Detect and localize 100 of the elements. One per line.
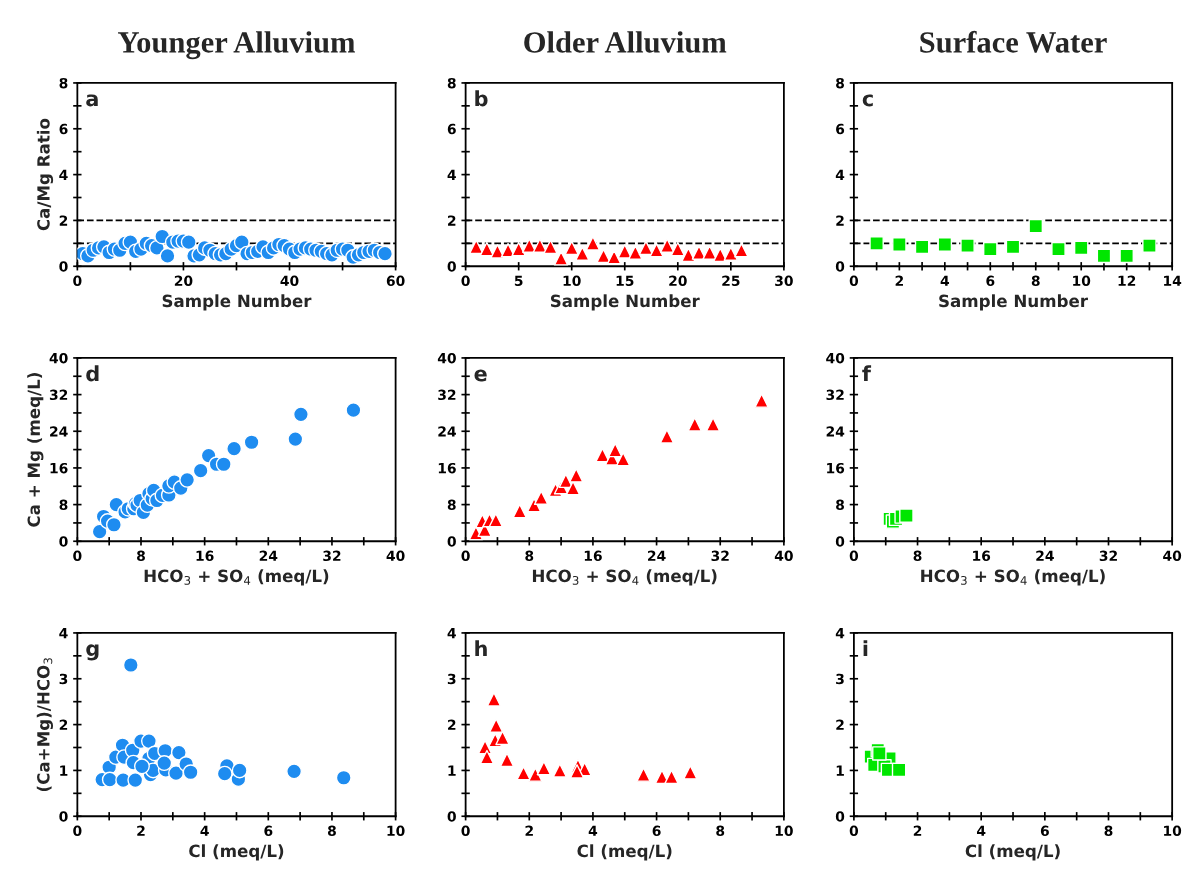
y-tick-label: 24 xyxy=(438,426,456,437)
y-tick-label: 4 xyxy=(59,628,68,639)
point xyxy=(899,508,914,523)
point xyxy=(585,236,601,251)
y-tick-label: 8 xyxy=(59,77,68,89)
x-tick-label: 32 xyxy=(1099,550,1117,562)
point xyxy=(872,746,887,761)
y-tick-label: 16 xyxy=(827,462,845,474)
y-tick-label: 24 xyxy=(50,426,68,437)
x-tick-label: 32 xyxy=(711,550,729,562)
point xyxy=(754,393,769,408)
point xyxy=(1142,238,1157,253)
x-tick-label: 6 xyxy=(652,825,661,837)
x-tick-label: 0 xyxy=(461,275,470,287)
point xyxy=(486,692,502,707)
point xyxy=(292,406,309,423)
point xyxy=(569,764,585,779)
y-tick-label: 4 xyxy=(447,169,456,180)
annotation: c xyxy=(862,94,873,107)
x-tick-label: 4 xyxy=(588,825,598,836)
point xyxy=(891,762,907,778)
y-tick-label: 32 xyxy=(49,389,68,401)
x-tick-label: 6 xyxy=(1040,825,1049,837)
point xyxy=(216,765,233,782)
x-tick-label: 8 xyxy=(137,550,145,562)
x-tick-label: 10 xyxy=(387,825,405,837)
x-axis-title: Cl (meq/L) xyxy=(577,844,672,861)
x-tick-label: 24 xyxy=(1036,550,1054,561)
point xyxy=(983,241,998,257)
y-tick-label: 32 xyxy=(438,389,456,401)
point xyxy=(705,417,721,432)
annotation: g xyxy=(86,644,99,661)
annotation: b xyxy=(475,90,488,107)
point xyxy=(182,764,199,781)
point xyxy=(192,462,209,479)
point xyxy=(495,730,510,746)
point xyxy=(552,763,568,778)
x-tick-label: 0 xyxy=(849,275,859,287)
x-axis-title: Cl (meq/L) xyxy=(965,844,1060,861)
point xyxy=(180,234,197,251)
point xyxy=(101,771,118,788)
point xyxy=(479,749,495,765)
x-tick-label: 8 xyxy=(913,550,922,562)
point xyxy=(892,237,907,252)
y-tick-label: 6 xyxy=(59,123,68,135)
y-tick-label: 8 xyxy=(836,499,844,511)
x-tick-label: 15 xyxy=(616,275,634,287)
y-tick-label: 6 xyxy=(447,123,456,135)
y-tick-label: 0 xyxy=(59,261,68,272)
y-tick-label: 2 xyxy=(448,215,456,226)
point xyxy=(937,237,953,252)
point xyxy=(1051,241,1066,257)
x-tick-label: 40 xyxy=(1163,550,1182,562)
point xyxy=(215,456,232,473)
point xyxy=(468,239,484,255)
x-tick-label: 8 xyxy=(1104,825,1113,837)
x-axis-title: Cl (meq/L) xyxy=(189,844,284,861)
x-tick-label: 2 xyxy=(913,825,922,836)
point xyxy=(105,516,122,533)
y-tick-label: 4 xyxy=(835,628,845,639)
x-tick-label: 2 xyxy=(895,275,903,286)
y-tick-label: 2 xyxy=(59,215,68,226)
y-tick-label: 1 xyxy=(836,765,844,776)
x-tick-label: 8 xyxy=(327,825,336,837)
y-tick-label: 24 xyxy=(826,426,845,437)
point xyxy=(636,767,651,782)
x-tick-label: 4 xyxy=(200,825,209,836)
chart-title: Older Alluvium xyxy=(524,31,727,53)
point xyxy=(345,402,362,419)
y-tick-label: 4 xyxy=(835,169,845,180)
y-tick-label: 4 xyxy=(59,169,68,180)
point xyxy=(231,762,248,779)
y-tick-label: 2 xyxy=(59,719,68,730)
y-axis-title: Ca/Mg Ratio xyxy=(36,118,54,231)
x-tick-label: 40 xyxy=(386,550,405,562)
y-tick-label: 1 xyxy=(448,765,456,776)
x-tick-label: 8 xyxy=(525,550,534,562)
x-tick-label: 6 xyxy=(986,275,995,287)
annotation: e xyxy=(474,369,487,382)
point xyxy=(533,490,549,506)
point xyxy=(869,236,884,251)
x-tick-label: 0 xyxy=(73,825,82,837)
x-tick-label: 40 xyxy=(774,550,793,562)
x-tick-label: 10 xyxy=(775,825,793,837)
x-tick-label: 32 xyxy=(323,550,341,562)
y-tick-label: 0 xyxy=(835,811,845,822)
point xyxy=(488,718,504,733)
x-tick-label: 0 xyxy=(849,550,859,562)
y-tick-label: 0 xyxy=(447,261,456,272)
y-tick-label: 0 xyxy=(447,536,456,547)
x-axis-title: Sample Number xyxy=(550,294,700,311)
point xyxy=(179,471,196,488)
y-tick-label: 3 xyxy=(836,673,844,685)
point xyxy=(170,744,187,761)
annotation: f xyxy=(862,365,872,382)
point xyxy=(687,417,703,432)
y-tick-label: 40 xyxy=(49,352,68,364)
y-axis-title: (Ca+Mg)/HCO$_{3}$ xyxy=(36,658,54,791)
x-tick-label: 10 xyxy=(563,275,581,287)
point xyxy=(670,241,686,257)
